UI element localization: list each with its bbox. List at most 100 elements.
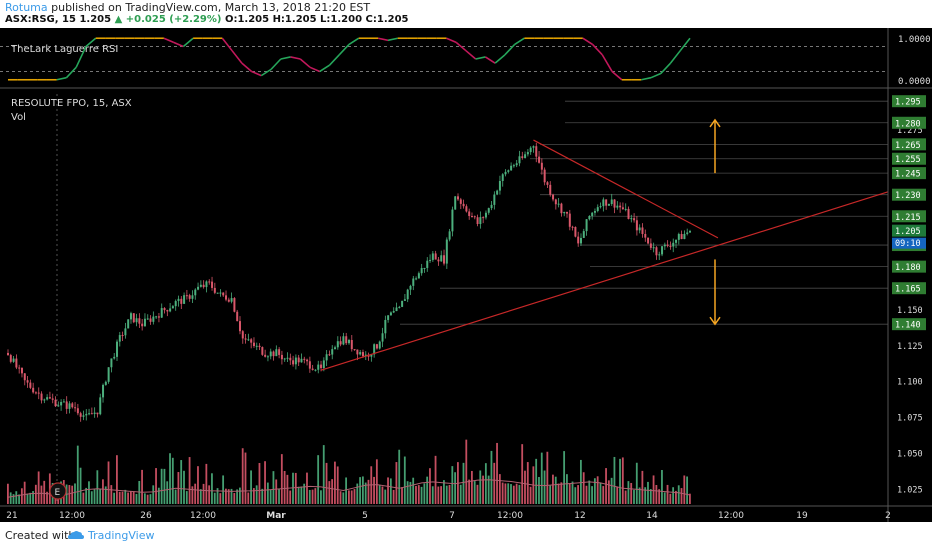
up-triangle-icon: ▲ bbox=[114, 14, 123, 25]
volume-bar bbox=[32, 491, 34, 504]
volume-bar bbox=[244, 452, 247, 504]
volume-bar bbox=[233, 493, 236, 504]
volume-bar bbox=[409, 481, 412, 504]
volume-bar bbox=[420, 486, 423, 504]
candle-body bbox=[361, 352, 364, 357]
volume-bar bbox=[465, 439, 468, 504]
candle-body bbox=[138, 318, 141, 324]
candle-body bbox=[247, 339, 250, 341]
candle-body bbox=[71, 403, 74, 408]
volume-bar bbox=[180, 460, 183, 504]
rsi-segment bbox=[641, 76, 652, 81]
candle-body bbox=[406, 289, 409, 300]
candle-body bbox=[479, 217, 482, 225]
candle-body bbox=[166, 310, 169, 312]
volume-bar bbox=[389, 478, 392, 504]
volume-bar bbox=[599, 482, 602, 504]
volume-bar bbox=[381, 486, 384, 504]
volume-bar bbox=[278, 489, 280, 504]
candle-body bbox=[174, 301, 177, 307]
candle-body bbox=[225, 295, 228, 300]
volume-label: Vol bbox=[11, 112, 26, 123]
volume-bar bbox=[199, 489, 202, 504]
candle-body bbox=[194, 289, 197, 296]
rsi-segment bbox=[591, 43, 603, 56]
price-label-box bbox=[892, 188, 926, 201]
rsi-segment bbox=[475, 56, 486, 60]
candle-body bbox=[613, 199, 616, 208]
candle-body bbox=[146, 318, 149, 320]
candle-body bbox=[62, 401, 65, 403]
rsi-segment bbox=[309, 66, 321, 73]
chart-canvas[interactable]: TheLark Laguerre RSI RESOLUTE FPO, 15, A… bbox=[0, 28, 932, 522]
candle-body bbox=[649, 243, 652, 248]
candle-body bbox=[238, 321, 241, 332]
volume-bar bbox=[127, 492, 129, 504]
volume-bar bbox=[638, 487, 641, 504]
candle-body bbox=[297, 357, 300, 363]
candle-body bbox=[524, 154, 527, 158]
price-y-tick: 1.050 bbox=[897, 450, 923, 460]
author-link[interactable]: Rotuma bbox=[5, 1, 48, 14]
candle-body bbox=[652, 247, 655, 249]
volume-bar bbox=[512, 485, 515, 504]
volume-bar bbox=[104, 486, 107, 504]
volume-bar bbox=[540, 452, 543, 504]
candle-body bbox=[532, 146, 535, 148]
volume-bar bbox=[185, 491, 188, 504]
volume-bar bbox=[124, 489, 127, 504]
candle-body bbox=[255, 345, 258, 347]
rsi-segment bbox=[514, 37, 525, 46]
volume-bar bbox=[378, 484, 381, 504]
candle-body bbox=[512, 165, 515, 167]
candle-body bbox=[440, 255, 443, 262]
volume-bar bbox=[364, 482, 367, 504]
volume-bar bbox=[350, 490, 353, 504]
price-title: RESOLUTE FPO, 15, ASX bbox=[11, 98, 132, 109]
candle-body bbox=[82, 415, 85, 417]
rsi-segment bbox=[582, 37, 594, 46]
time-x-tick: 7 bbox=[449, 511, 455, 521]
price-label-box bbox=[892, 282, 926, 295]
published-text: published on TradingView.com, March 13, … bbox=[51, 1, 371, 14]
created-with-label: Created with bbox=[5, 529, 76, 542]
price-label-box bbox=[892, 260, 926, 273]
volume-bar bbox=[143, 493, 146, 504]
volume-bar bbox=[266, 482, 269, 504]
volume-bar bbox=[334, 461, 336, 504]
volume-bar bbox=[238, 487, 241, 504]
candle-body bbox=[518, 156, 521, 164]
volume-bar bbox=[264, 461, 266, 504]
volume-bar bbox=[647, 481, 649, 504]
candle-body bbox=[169, 308, 172, 312]
candle-body bbox=[211, 281, 214, 288]
volume-bar bbox=[437, 486, 440, 504]
candle-body bbox=[107, 367, 110, 382]
volume-bar bbox=[141, 469, 143, 504]
volume-bar bbox=[507, 483, 510, 504]
candle-body bbox=[677, 234, 680, 240]
volume-bar bbox=[398, 449, 401, 504]
candle-body bbox=[641, 227, 644, 234]
candle-body bbox=[470, 216, 473, 218]
volume-bar bbox=[666, 484, 669, 504]
volume-bar bbox=[677, 485, 680, 504]
candle-body bbox=[459, 199, 462, 204]
volume-bar bbox=[655, 485, 658, 504]
candle-body bbox=[616, 205, 619, 208]
rsi-segment bbox=[494, 54, 506, 64]
volume-bar bbox=[272, 471, 275, 504]
volume-bar bbox=[484, 463, 487, 504]
candle-body bbox=[171, 306, 174, 309]
rsi-segment bbox=[299, 58, 311, 68]
candle-body bbox=[552, 194, 555, 200]
candle-body bbox=[308, 361, 311, 369]
candle-body bbox=[96, 412, 99, 415]
price-label-box bbox=[892, 138, 926, 151]
candle-body bbox=[521, 156, 524, 158]
price-y-tick: 1.025 bbox=[897, 486, 923, 496]
candle-body bbox=[208, 281, 211, 283]
volume-bar bbox=[317, 455, 320, 504]
tradingview-link[interactable]: TradingView bbox=[88, 529, 155, 542]
volume-bar bbox=[331, 479, 334, 504]
